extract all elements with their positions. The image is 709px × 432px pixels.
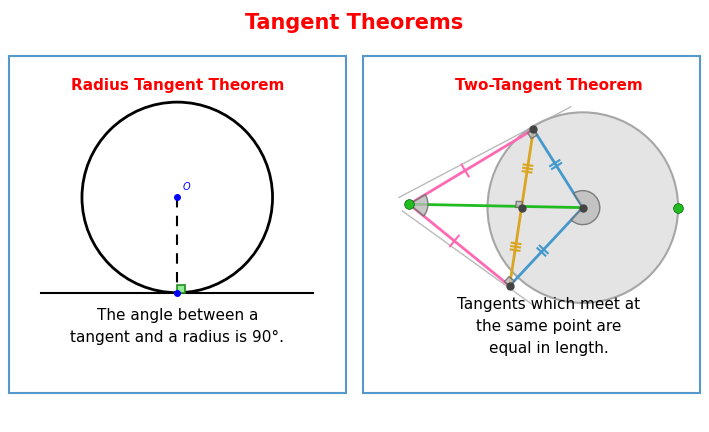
Text: O: O [182, 182, 190, 192]
Bar [177, 285, 185, 293]
Text: Tangent Theorems: Tangent Theorems [245, 13, 464, 33]
Text: The angle between a
tangent and a radius is 90°.: The angle between a tangent and a radius… [70, 308, 284, 345]
Text: Radius Tangent Theorem: Radius Tangent Theorem [71, 78, 284, 93]
Polygon shape [515, 201, 523, 208]
Wedge shape [571, 191, 600, 225]
FancyBboxPatch shape [363, 56, 700, 393]
Polygon shape [504, 276, 514, 286]
Text: Two-Tangent Theorem: Two-Tangent Theorem [455, 78, 642, 93]
Circle shape [488, 112, 678, 303]
Text: Tangents which meet at
the same point are
equal in length.: Tangents which meet at the same point ar… [457, 297, 640, 356]
FancyBboxPatch shape [9, 56, 346, 393]
Wedge shape [409, 194, 428, 216]
Circle shape [82, 102, 272, 293]
Polygon shape [527, 129, 537, 139]
